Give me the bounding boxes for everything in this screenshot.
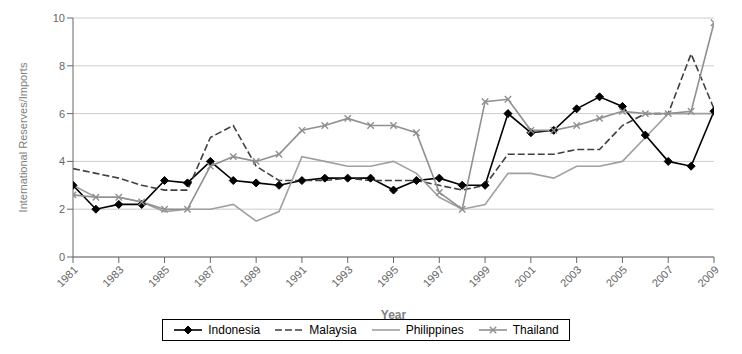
svg-text:1981: 1981 (54, 263, 80, 289)
svg-text:2: 2 (59, 203, 65, 215)
svg-text:6: 6 (59, 108, 65, 120)
html-text:Thailand: Thailand (512, 323, 559, 337)
svg-text:1991: 1991 (283, 263, 309, 289)
svg-text:Year: Year (381, 308, 407, 322)
svg-text:1993: 1993 (329, 263, 355, 289)
svg-text:1983: 1983 (100, 263, 126, 289)
svg-text:1995: 1995 (375, 263, 401, 289)
svg-text:0: 0 (59, 251, 65, 263)
svg-text:2003: 2003 (558, 263, 584, 289)
svg-text:1985: 1985 (146, 263, 172, 289)
svg-text:4: 4 (59, 155, 65, 167)
svg-text:2001: 2001 (512, 263, 538, 289)
svg-text:1997: 1997 (420, 263, 446, 289)
svg-text:2007: 2007 (649, 263, 675, 289)
svg-text:1987: 1987 (191, 263, 217, 289)
svg-text:10: 10 (53, 12, 65, 24)
svg-text:1999: 1999 (466, 263, 492, 289)
svg-text:2005: 2005 (604, 263, 630, 289)
svg-text:2009: 2009 (695, 263, 721, 289)
html-text:Malaysia: Malaysia (309, 323, 357, 337)
svg-text:1989: 1989 (237, 263, 263, 289)
html-text:Philippines: Philippines (405, 323, 464, 337)
html-text:Indonesia: Indonesia (208, 323, 261, 337)
svg-text:8: 8 (59, 60, 65, 72)
svg-text:International Reserves/Imports: International Reserves/Imports (17, 62, 29, 212)
